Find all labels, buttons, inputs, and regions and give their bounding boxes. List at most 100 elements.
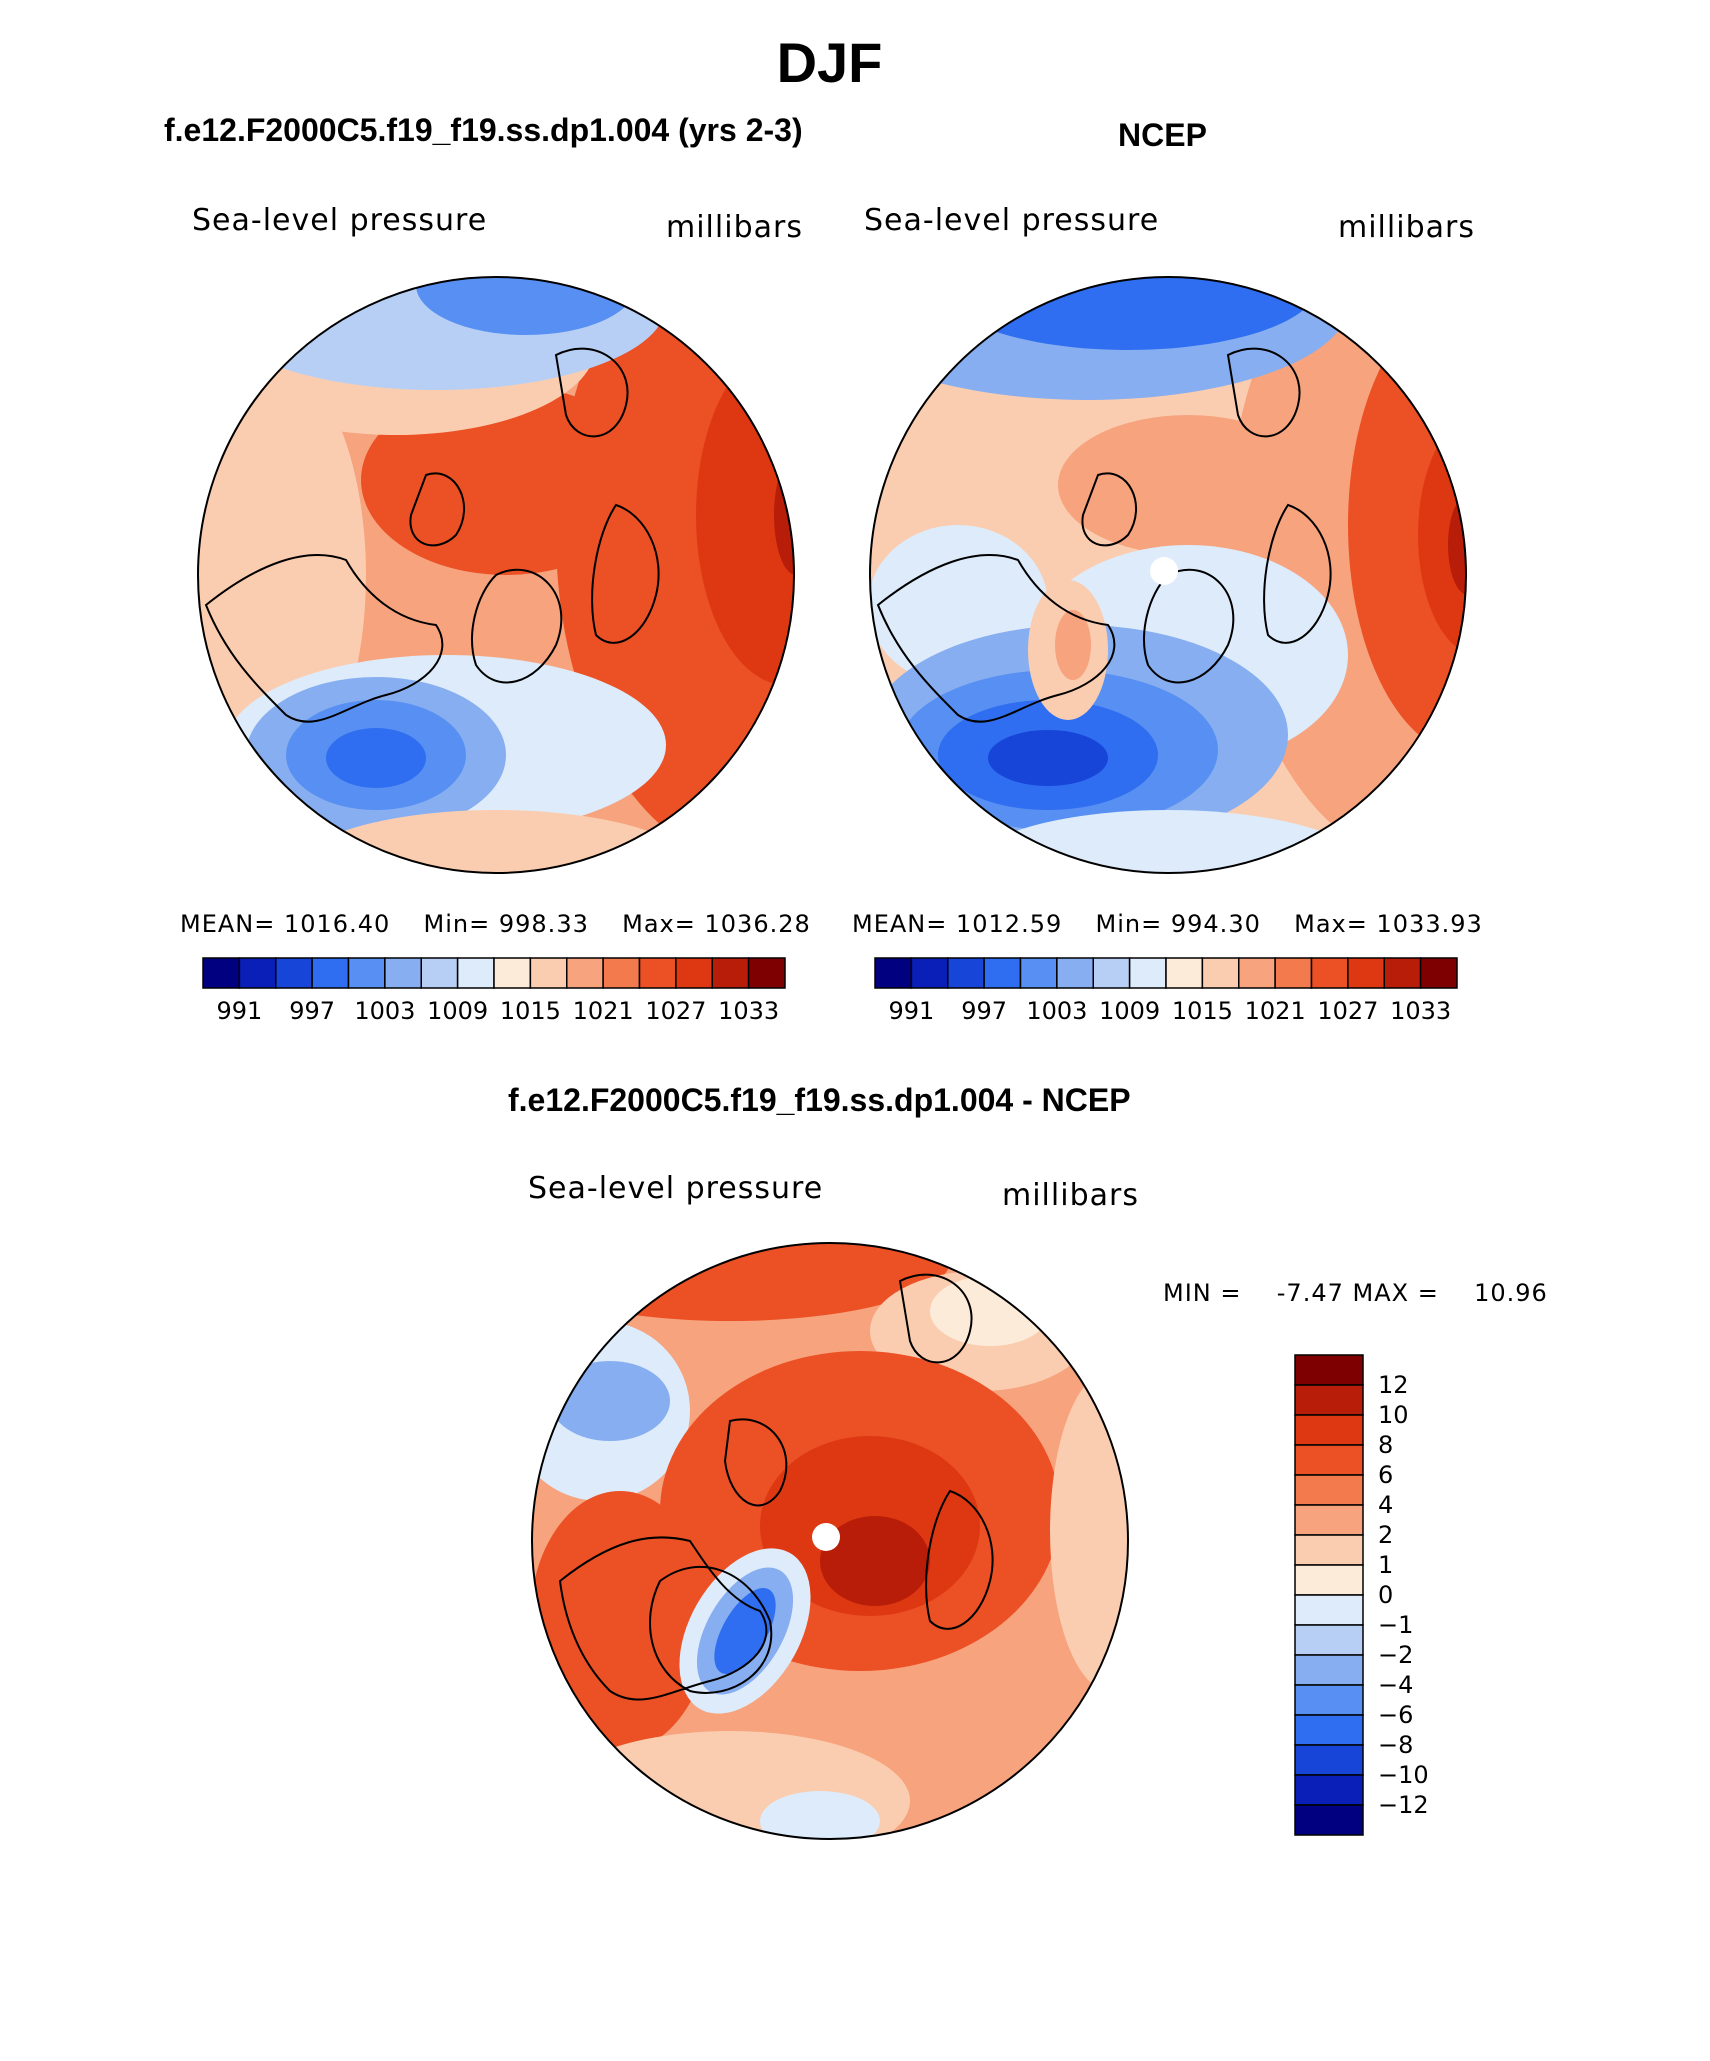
colorbar-swatch <box>1092 957 1131 989</box>
panel2-field-east-4 <box>1448 495 1466 595</box>
panel1-coastline <box>204 347 660 723</box>
panel2-variable-label: Sea-level pressure <box>864 203 1160 238</box>
colorbar-swatch <box>1056 957 1094 989</box>
colorbar-swatch <box>1294 1774 1364 1806</box>
panel3-field-south-2 <box>760 1791 880 1839</box>
colorbar-tick-label: 1021 <box>572 997 634 1025</box>
colorbar-swatch <box>1274 957 1313 989</box>
panel2-pole-marker <box>1150 557 1178 585</box>
colorbar-tick-label: 1003 <box>354 997 416 1025</box>
panel3-map-border <box>531 1242 1129 1840</box>
panel3-min-value: -7.47 <box>1276 1279 1344 1307</box>
colorbar-swatch <box>1294 1624 1364 1656</box>
colorbar-swatch <box>1019 957 1058 989</box>
colorbar-swatch <box>1294 1804 1364 1836</box>
colorbar-swatch <box>602 957 641 989</box>
colorbar-tick-label: 991 <box>216 997 263 1025</box>
panel1-max-label: Max= <box>622 910 696 938</box>
colorbar-swatch <box>529 957 568 989</box>
panel3-max-label: MAX = <box>1352 1279 1439 1307</box>
panel2-min-label: Min= <box>1095 910 1163 938</box>
colorbar-swatch <box>311 957 350 989</box>
colorbar-swatch <box>1294 1414 1364 1446</box>
panel3-stats: MIN = -7.47 MAX = 10.96 <box>1163 1279 1548 1307</box>
colorbar-swatch <box>1165 957 1204 989</box>
panel1-max-value: 1036.28 <box>704 910 811 938</box>
colorbar-tick-label: 1015 <box>499 997 561 1025</box>
colorbar-swatch <box>1294 1534 1364 1566</box>
colorbar-tick-label: 8 <box>1378 1431 1394 1459</box>
panel2-max-label: Max= <box>1294 910 1368 938</box>
panel2-field-south-light <box>968 810 1368 873</box>
colorbar-tick-label: 0 <box>1378 1581 1394 1609</box>
colorbar-swatch <box>238 957 277 989</box>
panel3-field-ne-pale <box>930 1276 1050 1346</box>
colorbar-tick-label: 4 <box>1378 1491 1394 1519</box>
colorbar-swatch <box>1238 957 1276 989</box>
panel2-max-value: 1033.93 <box>1376 910 1483 938</box>
panel3-field-center-3 <box>820 1516 930 1606</box>
colorbar-tick-label: 2 <box>1378 1521 1394 1549</box>
panel3-units-label: millibars <box>1002 1178 1139 1213</box>
colorbar-swatch <box>1294 1714 1364 1746</box>
colorbar-tick-label: 997 <box>289 997 336 1025</box>
colorbar-tick-label: 997 <box>961 997 1008 1025</box>
colorbar-tick-label: −2 <box>1378 1641 1414 1669</box>
panel2-mean-label: MEAN= <box>852 910 948 938</box>
colorbar-tick-label: 1027 <box>1317 997 1379 1025</box>
colorbar-swatch <box>1294 1504 1364 1536</box>
panel2-field-atlantic-4 <box>988 730 1108 786</box>
colorbar-swatch <box>202 957 241 989</box>
colorbar-swatch <box>456 957 495 989</box>
panel3-pole-marker <box>812 1523 840 1551</box>
colorbar-swatch <box>420 957 459 989</box>
panel2-colorbar-ticks: 991 997 1003 1009 1015 1021 1027 1033 <box>875 997 1457 1027</box>
colorbar-tick-label: 1027 <box>645 997 707 1025</box>
colorbar-swatch <box>1419 957 1458 989</box>
panel2-colorbar <box>874 957 1458 989</box>
panel1-mean-label: MEAN= <box>180 910 276 938</box>
colorbar-tick-label: 1009 <box>1099 997 1161 1025</box>
panel3-colorbar-ticks: 12 10 8 6 4 2 1 0 −1 −2 −4 −6 −8 −10 −12 <box>1378 1355 1438 1835</box>
page-title: DJF <box>776 31 883 94</box>
colorbar-tick-label: 1009 <box>427 997 489 1025</box>
colorbar-swatch <box>347 957 386 989</box>
colorbar-swatch <box>1294 1474 1364 1506</box>
panel1-field-east-max <box>774 455 794 575</box>
panel2-mean-value: 1012.59 <box>956 910 1063 938</box>
panel1-min-label: Min= <box>423 910 491 938</box>
colorbar-swatch <box>1201 957 1240 989</box>
colorbar-swatch <box>747 957 786 989</box>
colorbar-tick-label: −12 <box>1378 1791 1429 1819</box>
colorbar-swatch <box>711 957 750 989</box>
colorbar-swatch <box>384 957 422 989</box>
panel1-colorbar-ticks: 991 997 1003 1009 1015 1021 1027 1033 <box>203 997 785 1027</box>
panel1-field-north-low-2 <box>416 277 636 335</box>
colorbar-swatch <box>947 957 985 989</box>
panel3-max-value: 10.96 <box>1474 1279 1548 1307</box>
colorbar-swatch <box>1128 957 1167 989</box>
panel1-map-border <box>197 276 795 874</box>
panel3-coastline <box>558 1273 994 1701</box>
panel3-min-label: MIN = <box>1163 1279 1242 1307</box>
colorbar-tick-label: 1021 <box>1244 997 1306 1025</box>
panel2-field-north-2 <box>938 277 1318 350</box>
colorbar-tick-label: 991 <box>888 997 935 1025</box>
colorbar-tick-label: −1 <box>1378 1611 1414 1639</box>
panel2-field-arctic-1 <box>1058 415 1318 555</box>
colorbar-swatch <box>1294 1744 1364 1776</box>
panel1-colorbar <box>202 957 786 989</box>
panel1-stats: MEAN= 1016.40 Min= 998.33 Max= 1036.28 <box>180 910 811 938</box>
colorbar-swatch <box>566 957 604 989</box>
colorbar-swatch <box>675 957 713 989</box>
panel3-map <box>531 1242 1129 1840</box>
colorbar-swatch <box>910 957 949 989</box>
panel1-title: f.e12.F2000C5.f19_f19.ss.dp1.004 (yrs 2-… <box>164 112 803 148</box>
colorbar-tick-label: −10 <box>1378 1761 1429 1789</box>
colorbar-swatch <box>983 957 1022 989</box>
colorbar-tick-label: −4 <box>1378 1671 1414 1699</box>
panel3-colorbar <box>1294 1354 1364 1836</box>
colorbar-tick-label: 12 <box>1378 1371 1409 1399</box>
panel1-min-value: 998.33 <box>498 910 589 938</box>
colorbar-swatch <box>1294 1654 1364 1686</box>
